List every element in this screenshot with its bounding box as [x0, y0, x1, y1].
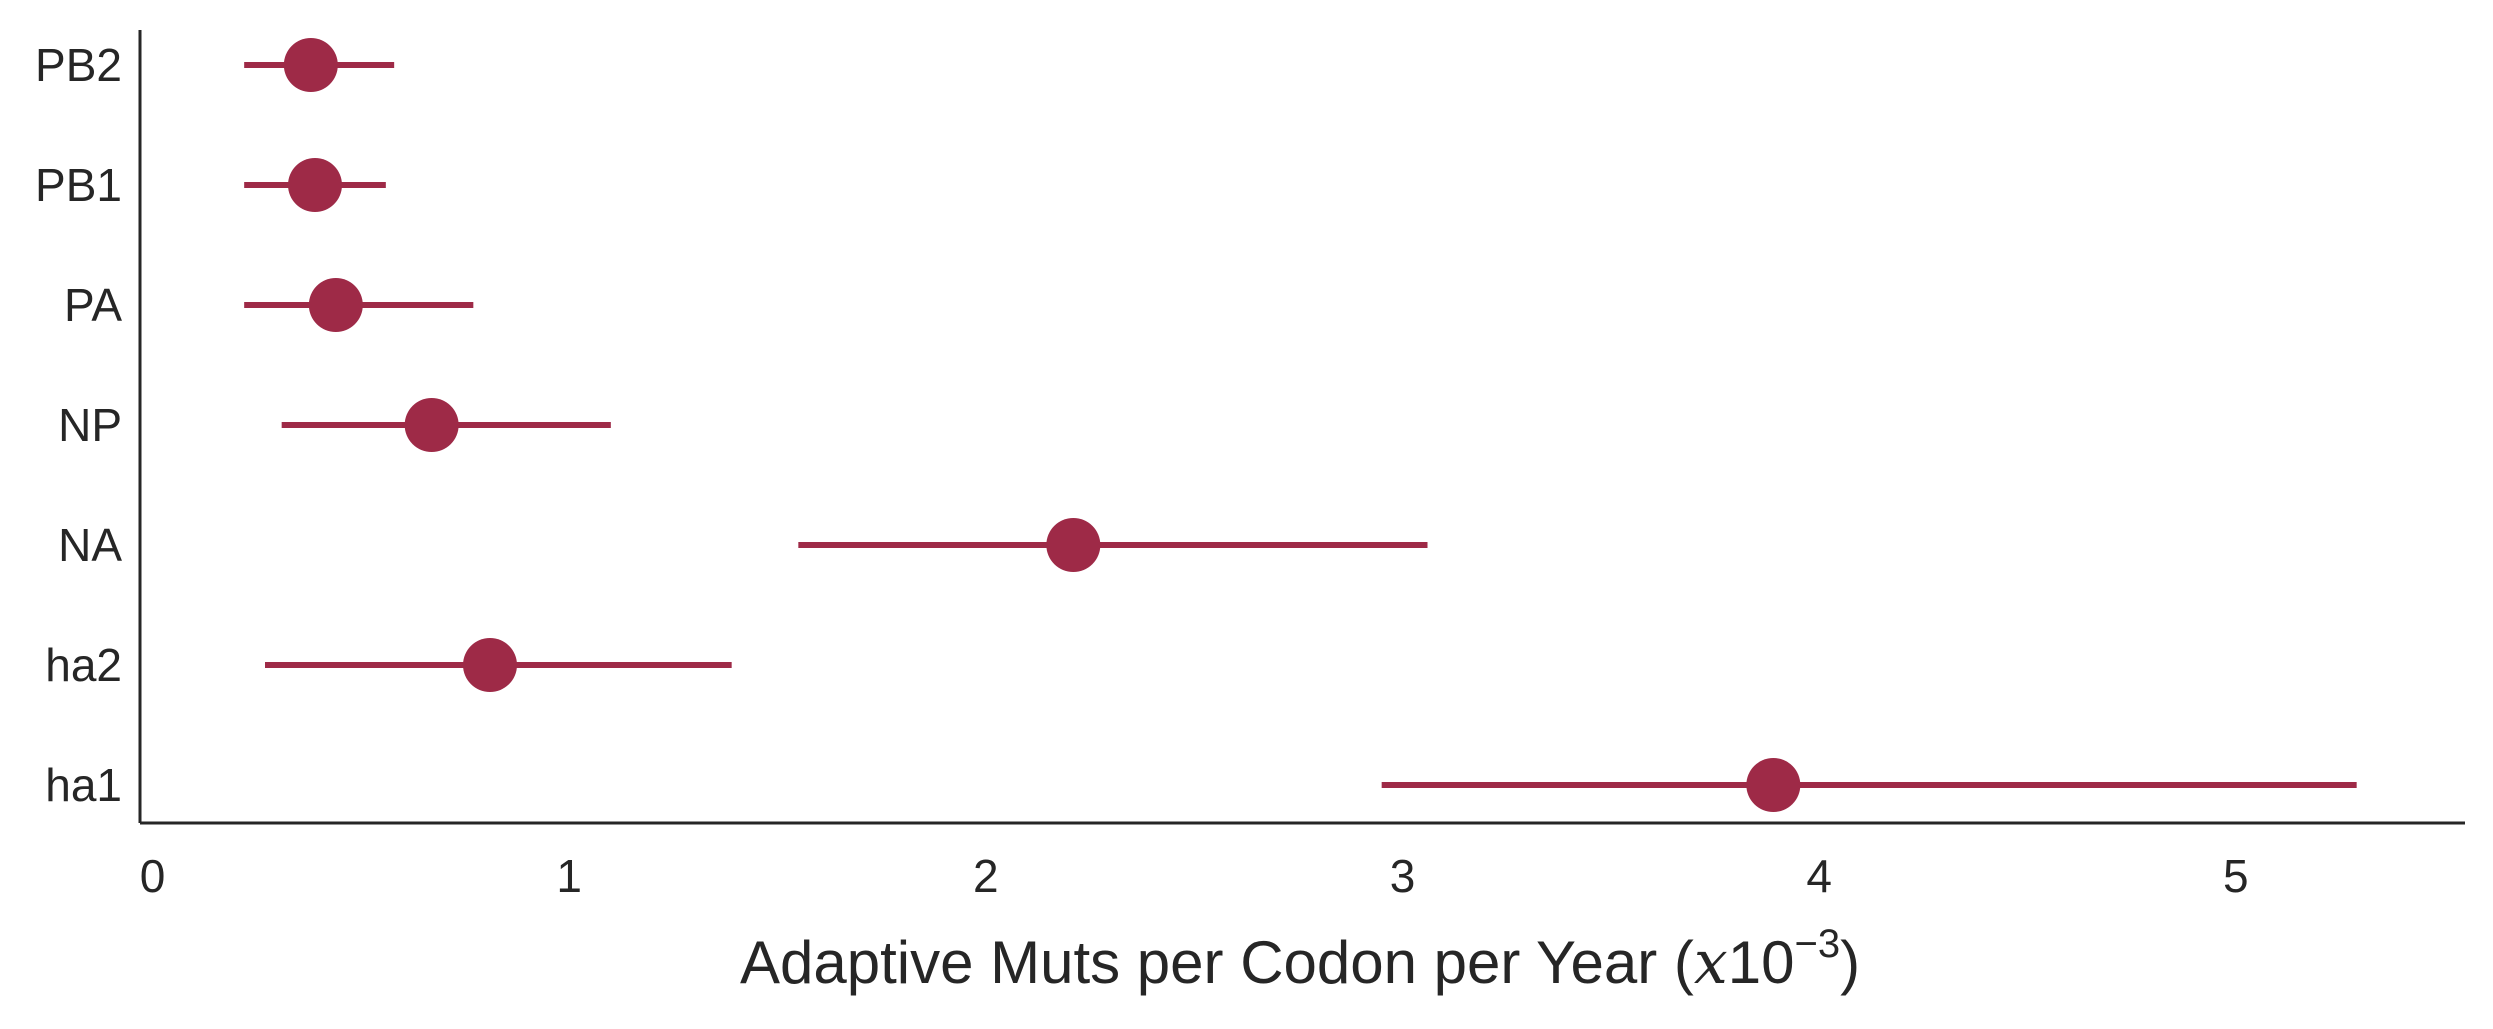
y-tick-label: PB2 — [35, 39, 122, 91]
x-tick-label: 5 — [2223, 850, 2249, 902]
point-marker — [308, 278, 363, 332]
x-tick-label: 0 — [140, 850, 166, 902]
y-tick-labels: PB2 PB1 PA NP NA ha2 ha1 — [35, 39, 122, 811]
y-tick-label: ha1 — [45, 759, 122, 811]
data-point-ha1 — [1381, 758, 2357, 812]
y-tick-label: PB1 — [35, 159, 122, 211]
y-tick-label: NA — [58, 519, 122, 571]
point-marker — [463, 638, 517, 692]
point-marker — [1046, 518, 1101, 572]
data-point-np — [281, 398, 611, 452]
x-tick-labels: 0 1 2 3 4 5 — [140, 850, 2249, 902]
y-tick-label: ha2 — [45, 639, 122, 691]
data-point-pb2 — [244, 38, 395, 92]
x-tick-label: 2 — [973, 850, 999, 902]
x-tick-label: 3 — [1390, 850, 1416, 902]
y-tick-label: NP — [58, 399, 122, 451]
data-point-pb1 — [244, 158, 386, 212]
x-tick-label: 4 — [1806, 850, 1832, 902]
point-marker — [404, 398, 459, 452]
point-marker — [288, 158, 342, 212]
plot-area — [244, 38, 2357, 812]
point-marker — [283, 38, 338, 92]
point-marker — [1746, 758, 1801, 812]
y-tick-label: PA — [64, 279, 122, 331]
data-point-pa — [244, 278, 474, 332]
x-tick-label: 1 — [556, 850, 582, 902]
data-point-na — [798, 518, 1428, 572]
data-point-ha2 — [265, 638, 732, 692]
x-axis-title: Adaptive Muts per Codon per Year (x10−3) — [740, 922, 1860, 998]
